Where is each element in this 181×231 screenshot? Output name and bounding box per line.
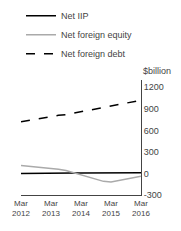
- svg-text:Mar2015: Mar2015: [102, 199, 120, 218]
- svg-text:300: 300: [144, 147, 159, 157]
- svg-text:Mar2016: Mar2016: [132, 199, 150, 218]
- svg-text:0: 0: [144, 169, 149, 179]
- svg-text:Net foreign equity: Net foreign equity: [61, 30, 132, 40]
- svg-text:-300: -300: [144, 190, 162, 200]
- svg-text:900: 900: [144, 104, 159, 114]
- svg-text:Net foreign debt: Net foreign debt: [61, 49, 126, 59]
- svg-text:Mar2013: Mar2013: [42, 199, 60, 218]
- svg-text:600: 600: [144, 126, 159, 136]
- svg-text:Mar2014: Mar2014: [72, 199, 90, 218]
- svg-text:Mar2012: Mar2012: [12, 199, 30, 218]
- svg-text:1200: 1200: [144, 82, 164, 92]
- svg-text:$billion: $billion: [143, 66, 171, 76]
- svg-text:Net IIP: Net IIP: [61, 11, 89, 21]
